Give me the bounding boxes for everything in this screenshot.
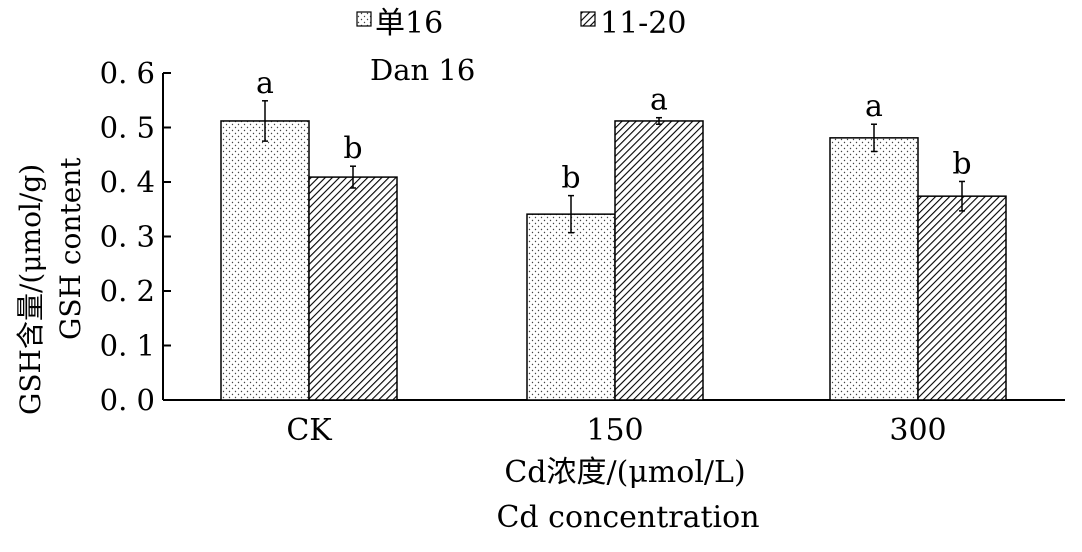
y-axis-label: GSH含量/(μmol/g) xyxy=(14,164,47,415)
y-tick-label: 0. 6 xyxy=(100,56,155,90)
y-tick-label: 0. 4 xyxy=(100,165,155,199)
y-tick-label: 0. 1 xyxy=(100,329,155,363)
significance-letter: a xyxy=(256,66,274,101)
bar xyxy=(308,176,398,401)
significance-letter: b xyxy=(343,131,362,166)
y-tick-label: 0. 0 xyxy=(100,383,155,417)
bar xyxy=(829,137,919,401)
y-tick-label: 0. 5 xyxy=(100,111,155,145)
significance-letter: b xyxy=(561,161,580,196)
significance-letter: b xyxy=(952,146,971,181)
x-tick-label: 150 xyxy=(586,413,643,448)
x-axis-label: Cd浓度/(μmol/L) xyxy=(504,455,745,490)
y-tick-label: 0. 2 xyxy=(100,274,155,308)
y-tick-label: 0. 3 xyxy=(100,220,155,254)
bar xyxy=(614,120,704,401)
legend-label-series-2: 11-20 xyxy=(600,6,686,41)
bar xyxy=(917,195,1007,401)
bar xyxy=(526,213,616,401)
legend-label-series-1: 单16 xyxy=(375,6,443,41)
x-axis-label-en: Cd concentration xyxy=(496,500,759,535)
y-axis-label-en: GSH content xyxy=(54,157,87,340)
bar xyxy=(220,120,310,401)
legend-swatch-series-2 xyxy=(580,11,596,27)
legend-label-series-1-en: Dan 16 xyxy=(370,53,475,87)
x-tick-label: CK xyxy=(286,413,332,448)
x-tick-label: 300 xyxy=(889,413,946,448)
significance-letter: a xyxy=(650,83,668,118)
significance-letter: a xyxy=(865,89,883,124)
legend-swatch-series-1 xyxy=(356,11,372,27)
